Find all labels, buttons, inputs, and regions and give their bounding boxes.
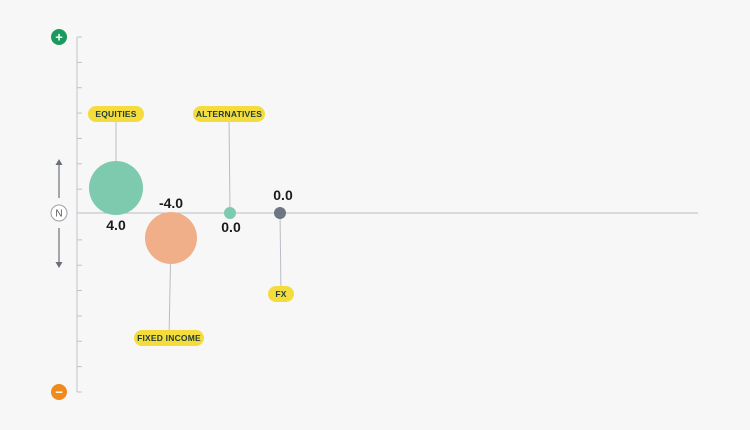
- neutral-marker-label: N: [55, 209, 62, 220]
- minus-icon-glyph: −: [55, 385, 63, 400]
- minus-icon-circle: [51, 384, 67, 400]
- value-label-fixed-income: -4.0: [159, 195, 183, 211]
- vertical-axis: + − N: [50, 29, 82, 400]
- tag-pill-fixed-income: [134, 330, 204, 346]
- asset-class-marks: EQUITIES 4.0 FIXED INCOME -4.0 ALTERNATIVES 0…: [88, 106, 294, 346]
- leader-line-alternatives: [228, 113, 231, 214]
- minus-icon: −: [51, 384, 67, 400]
- neutral-marker-circle: [50, 204, 68, 222]
- value-label-fx: 0.0: [273, 187, 293, 203]
- mark-fx: FX 0.0: [268, 187, 294, 302]
- plus-icon-glyph: +: [55, 30, 63, 45]
- tag-pill-fx: [268, 286, 294, 302]
- bubble-equities: [89, 161, 143, 215]
- mark-alternatives: ALTERNATIVES 0.0: [193, 106, 265, 235]
- mark-equities: EQUITIES 4.0: [88, 106, 144, 233]
- mark-fixed-income: FIXED INCOME -4.0: [134, 195, 204, 346]
- plus-icon-circle: [51, 29, 67, 45]
- up-arrow-head-icon: [55, 159, 63, 165]
- bubble-fixed-income: [145, 212, 197, 264]
- value-label-alternatives: 0.0: [221, 219, 241, 235]
- tag-label-fx: FX: [275, 289, 286, 299]
- neutral-marker: N: [50, 204, 68, 222]
- tag-label-fixed-income: FIXED INCOME: [137, 333, 201, 343]
- tag-label-equities: EQUITIES: [95, 109, 136, 119]
- down-arrow-head-icon: [55, 262, 63, 268]
- bubble-alternatives: [224, 207, 236, 219]
- direction-arrows: [55, 159, 63, 268]
- bubble-fx: [274, 207, 286, 219]
- value-label-equities: 4.0: [106, 217, 126, 233]
- tag-pill-equities: [88, 106, 144, 122]
- tag-label-alternatives: ALTERNATIVES: [196, 109, 262, 119]
- plus-icon: +: [51, 29, 67, 45]
- tag-pill-alternatives: [193, 106, 265, 122]
- leader-line-fx: [279, 212, 282, 295]
